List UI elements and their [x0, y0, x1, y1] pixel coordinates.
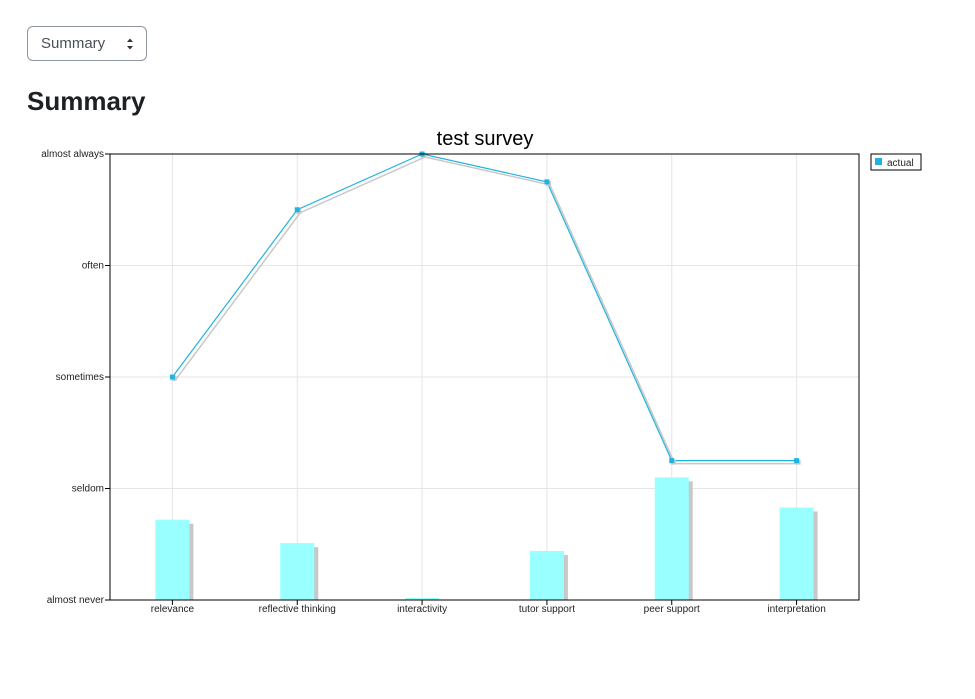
- data-point: [169, 374, 175, 380]
- y-tick-label: almost never: [47, 595, 105, 606]
- y-tick-label: sometimes: [56, 372, 104, 383]
- bar: [654, 477, 689, 600]
- bar: [779, 507, 814, 600]
- x-tick-label: interactivity: [397, 604, 447, 615]
- legend-box: [870, 153, 922, 171]
- bar: [280, 543, 315, 600]
- chart-legend: actual: [870, 153, 922, 171]
- y-axis-labels: almost never seldom sometimes often almost a…: [41, 149, 110, 606]
- bar: [405, 598, 440, 600]
- x-tick-label: interpretation: [767, 604, 825, 615]
- series-line: [171, 153, 797, 462]
- line-shadow: [174, 156, 800, 465]
- legend-marker: [875, 158, 882, 165]
- survey-chart: test survey almost never seldom sometimes o…: [41, 128, 922, 615]
- page-title: Summary: [27, 86, 146, 116]
- y-tick-label: almost always: [41, 149, 104, 160]
- y-tick-label: seldom: [72, 484, 104, 495]
- data-point: [294, 207, 300, 213]
- chart-grid: [110, 153, 859, 601]
- summary-select-value: Summary: [41, 35, 106, 52]
- data-point: [669, 458, 675, 464]
- x-tick-label: reflective thinking: [259, 604, 336, 615]
- chevron-up-down-icon: [127, 38, 133, 50]
- y-tick-label: often: [82, 261, 104, 272]
- chart-title: test survey: [437, 128, 534, 150]
- summary-select[interactable]: Summary: [27, 26, 147, 61]
- x-tick-label: peer support: [644, 604, 700, 615]
- chart-bars: [155, 477, 818, 600]
- data-point: [544, 179, 550, 185]
- bar: [155, 519, 190, 600]
- x-tick-label: tutor support: [519, 604, 575, 615]
- bar: [529, 550, 564, 600]
- data-point: [794, 458, 800, 464]
- legend-label: actual: [887, 158, 914, 169]
- chart-line-series: [169, 151, 801, 465]
- x-axis-labels: relevance reflective thinking interactivit…: [151, 600, 826, 615]
- x-tick-label: relevance: [151, 604, 195, 615]
